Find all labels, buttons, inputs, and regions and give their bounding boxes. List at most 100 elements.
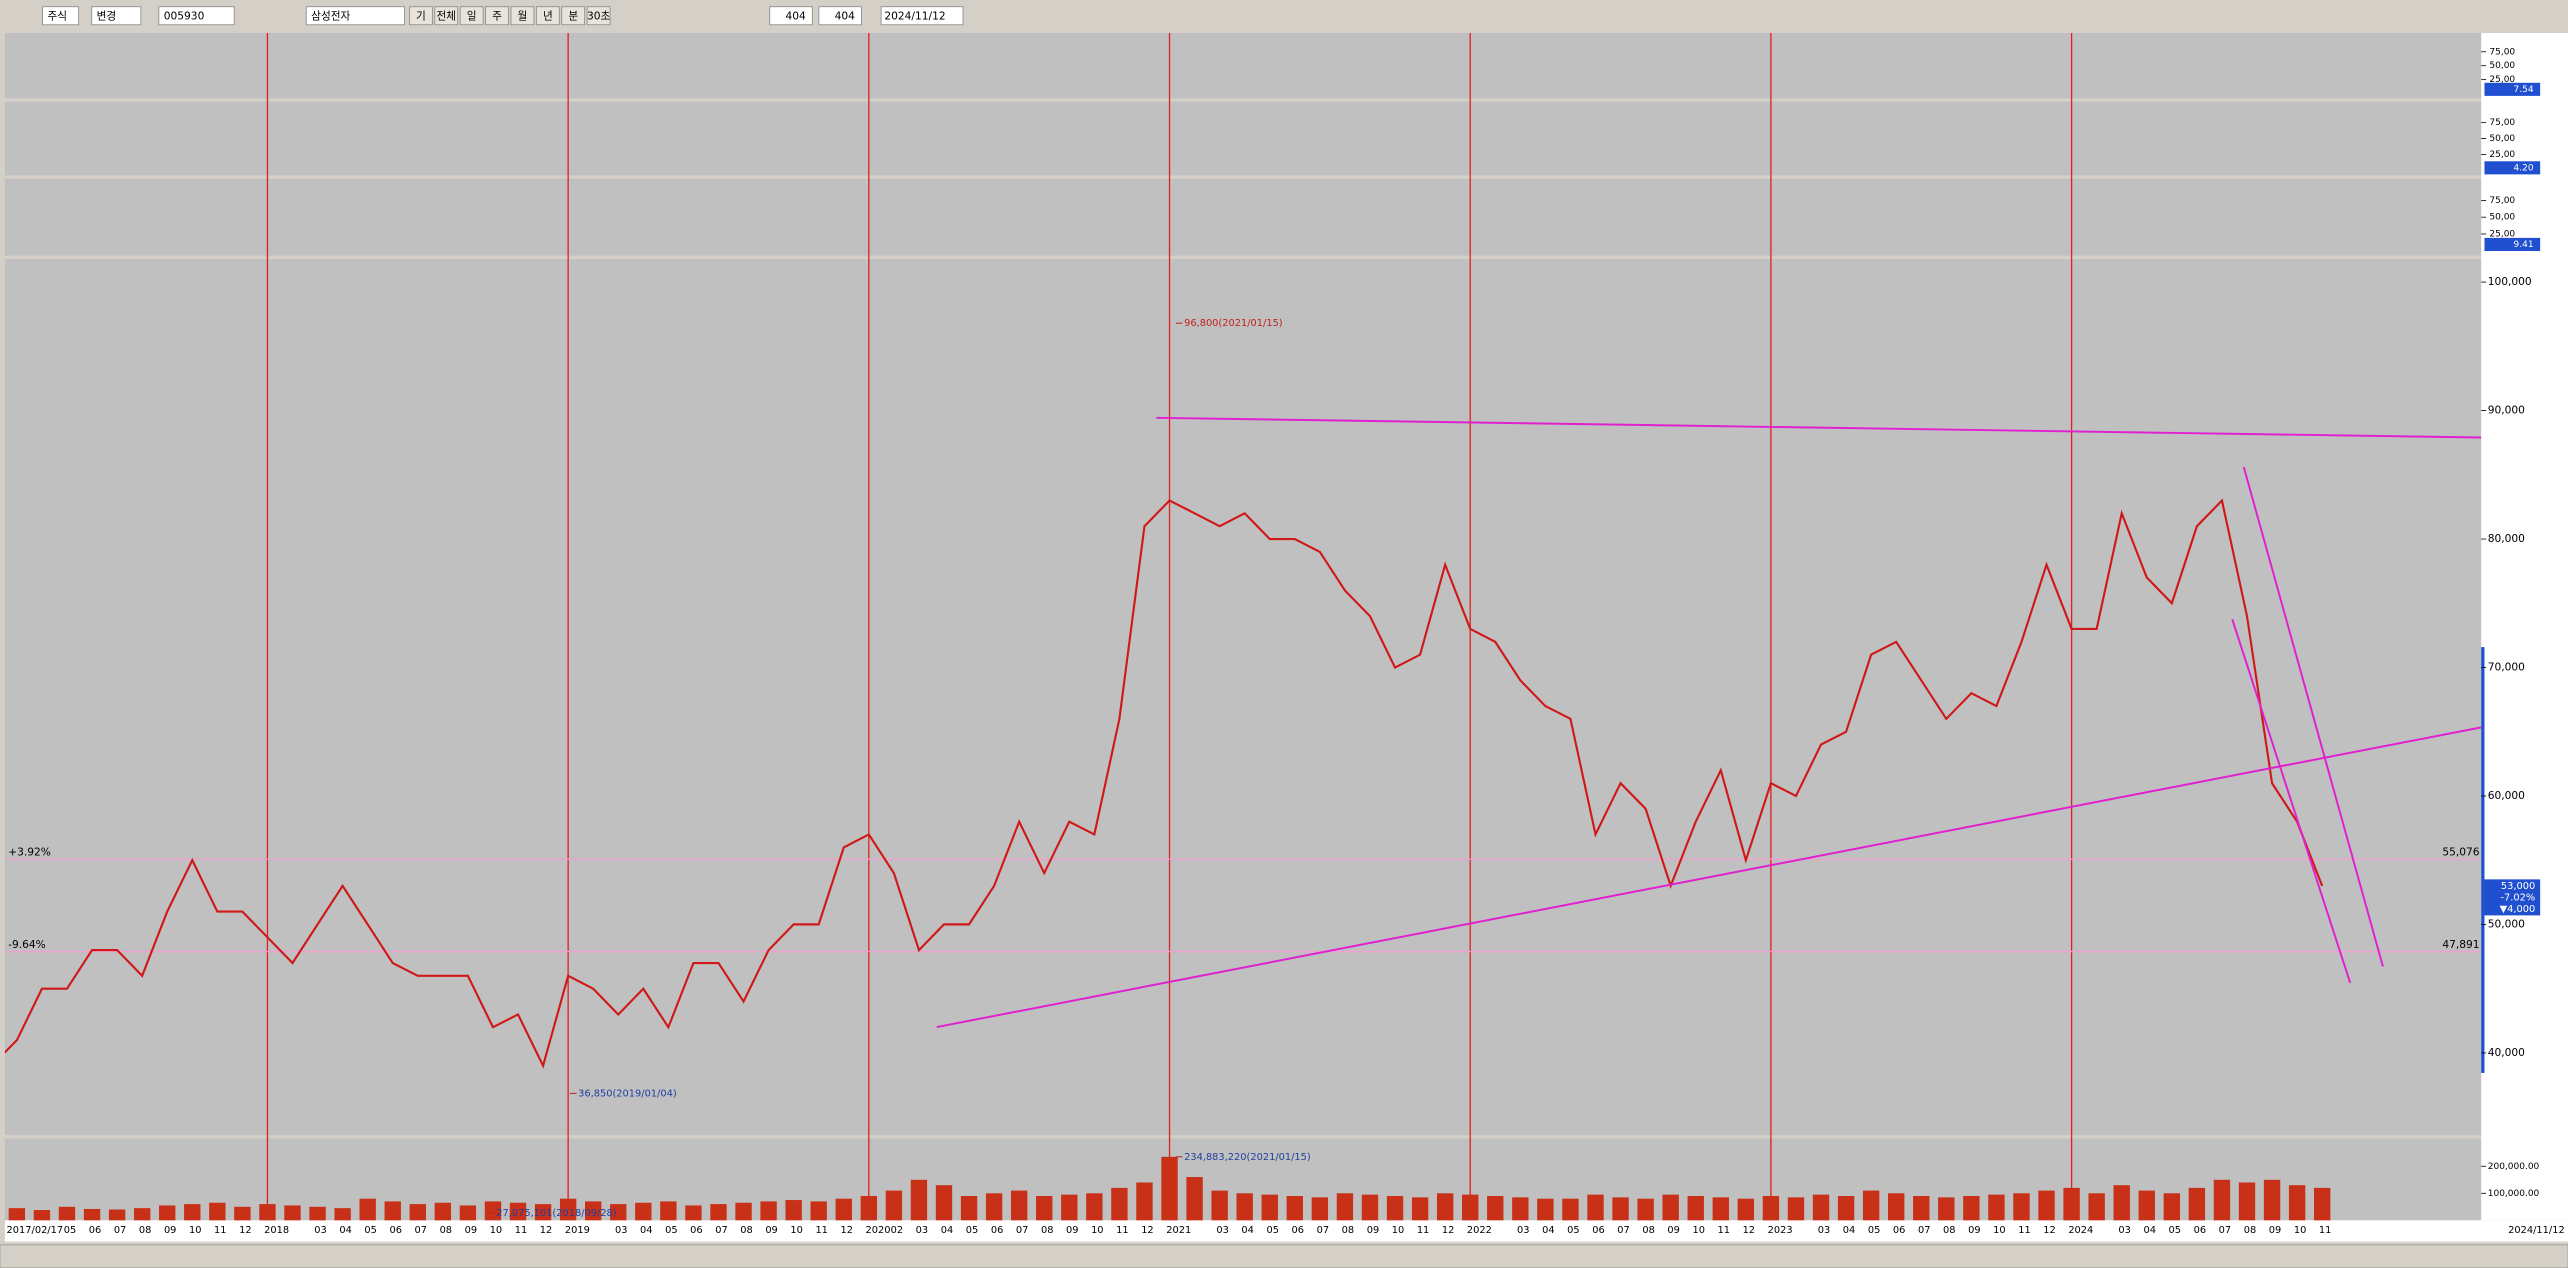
x-tick-label: 12 bbox=[1141, 1225, 1154, 1236]
count-input[interactable] bbox=[818, 6, 862, 26]
x-tick-label: 10 bbox=[2294, 1225, 2307, 1236]
mode-select[interactable] bbox=[91, 6, 142, 26]
stock-name: 삼성전자 bbox=[311, 10, 350, 23]
x-tick-label: 08 bbox=[139, 1225, 152, 1236]
volume-bar bbox=[309, 1206, 326, 1221]
volume-bar bbox=[835, 1198, 852, 1221]
x-tick-label: 06 bbox=[1893, 1225, 1906, 1236]
volume-bar bbox=[284, 1205, 301, 1221]
x-tick-label: 09 bbox=[164, 1225, 177, 1236]
x-tick-label: 03 bbox=[615, 1225, 627, 1236]
x-tick-label: 04 bbox=[640, 1225, 653, 1236]
volume-bar bbox=[2063, 1187, 2080, 1221]
volume-bar bbox=[83, 1208, 101, 1221]
volume-bar bbox=[635, 1202, 652, 1221]
toolbar-button[interactable] bbox=[409, 6, 433, 26]
annotation: 234,883,220(2021/01/15) bbox=[1184, 1152, 1311, 1163]
volume-bar bbox=[1036, 1195, 1053, 1221]
x-tick-label: 2020 bbox=[866, 1225, 891, 1236]
x-tick-label: 10 bbox=[1091, 1225, 1103, 1236]
toolbar-button[interactable] bbox=[434, 6, 459, 26]
date: 2024/11/12 bbox=[884, 10, 945, 23]
volume-bar bbox=[1787, 1197, 1805, 1221]
x-tick-label: 08 bbox=[1943, 1225, 1956, 1236]
volume-bar bbox=[1010, 1190, 1028, 1221]
x-tick-label: 03 bbox=[1818, 1225, 1831, 1236]
toolbar-button[interactable] bbox=[586, 6, 611, 26]
status-bar bbox=[0, 1244, 2568, 1268]
osc-value-box bbox=[2484, 82, 2541, 96]
trend-line bbox=[2231, 618, 2352, 984]
x-tick-label: 06 bbox=[1292, 1225, 1304, 1236]
x-tick-label: 07 bbox=[1918, 1225, 1931, 1236]
trend-line bbox=[1156, 416, 2482, 439]
x-tick-label: 07 bbox=[1016, 1225, 1028, 1236]
x-tick-label: 10 bbox=[1392, 1225, 1405, 1236]
x-tick-label: 09 bbox=[465, 1225, 478, 1236]
toolbar-button[interactable] bbox=[535, 6, 560, 26]
toolbar-button[interactable] bbox=[561, 6, 586, 26]
x-tick-label: 11 bbox=[214, 1225, 227, 1236]
x-tick-label: 06 bbox=[1592, 1225, 1604, 1236]
volume-bar bbox=[985, 1193, 1003, 1221]
x-tick-label: 05 bbox=[1868, 1225, 1881, 1236]
x-tick-label: 05 bbox=[2169, 1225, 2182, 1236]
toolbar: 주식 변경 005930 삼성전자 404 404 2024/11/12 bbox=[42, 6, 964, 26]
button-label: 전체 bbox=[437, 10, 457, 23]
button-label: 일 bbox=[467, 10, 477, 23]
x-tick-label: 2022 bbox=[1467, 1225, 1492, 1236]
volume-bar bbox=[534, 1204, 552, 1221]
trend-lines bbox=[936, 416, 2482, 1029]
x-tick-label: 11 bbox=[515, 1225, 528, 1236]
x-tick-label: 08 bbox=[440, 1225, 452, 1236]
volume-bar bbox=[1336, 1193, 1354, 1221]
x-tick-label: 11 bbox=[1417, 1225, 1430, 1236]
last-price-box bbox=[2484, 879, 2541, 916]
x-tick-label: 04 bbox=[1843, 1225, 1856, 1236]
x-tick-label: 11 bbox=[1718, 1225, 1731, 1236]
date-input[interactable] bbox=[880, 6, 964, 26]
price-panel-bg bbox=[4, 258, 2482, 1136]
y-tick-label: 40,000 bbox=[2488, 1046, 2525, 1059]
toolbar-button[interactable] bbox=[485, 6, 509, 26]
osc-value-box bbox=[2484, 237, 2541, 251]
x-tick-label: 03 bbox=[916, 1225, 929, 1236]
x-tick-label: 07 bbox=[715, 1225, 727, 1236]
code-input[interactable] bbox=[158, 6, 235, 26]
count-input[interactable] bbox=[769, 6, 813, 26]
volume-bar bbox=[2013, 1193, 2030, 1221]
osc-value-label: 4.20 bbox=[2514, 163, 2534, 173]
x-tick-label: 12 bbox=[840, 1225, 853, 1236]
volume-bar bbox=[810, 1201, 827, 1221]
x-tick-label: 10 bbox=[490, 1225, 502, 1236]
volume-bar bbox=[1311, 1197, 1329, 1221]
volume-bar bbox=[685, 1205, 702, 1221]
volume-bar bbox=[1862, 1190, 1880, 1221]
volume-bar bbox=[259, 1204, 276, 1221]
volume-bar bbox=[1487, 1195, 1504, 1221]
last-price-label: 53,000 bbox=[2501, 881, 2535, 892]
volume-bar bbox=[484, 1201, 502, 1221]
x-tick-label: 07 bbox=[2219, 1225, 2232, 1236]
market-select[interactable] bbox=[42, 6, 80, 26]
x-tick-label: 12 bbox=[1743, 1225, 1756, 1236]
volume-bar bbox=[935, 1185, 953, 1221]
volume-bar bbox=[459, 1205, 477, 1221]
volume-bar bbox=[1712, 1197, 1729, 1221]
volume-bar bbox=[133, 1208, 151, 1221]
x-tick-label: 03 bbox=[314, 1225, 327, 1236]
x-tick-label: 2021 bbox=[1166, 1225, 1191, 1236]
trend-line bbox=[2242, 466, 2384, 967]
x-tick-label: 11 bbox=[2018, 1225, 2031, 1236]
toolbar-button[interactable] bbox=[459, 6, 484, 26]
x-tick-label: 07 bbox=[1617, 1225, 1629, 1236]
volume-bar bbox=[2038, 1190, 2055, 1221]
volume-bar bbox=[209, 1202, 226, 1221]
x-tick-label: 05 bbox=[364, 1225, 377, 1236]
volume-bar bbox=[1361, 1194, 1379, 1221]
volume-bar bbox=[334, 1208, 351, 1221]
toolbar-button[interactable] bbox=[510, 6, 535, 26]
x-tick-label: 03 bbox=[1216, 1225, 1229, 1236]
count2: 404 bbox=[835, 10, 856, 23]
x-tick-label: 09 bbox=[1066, 1225, 1078, 1236]
